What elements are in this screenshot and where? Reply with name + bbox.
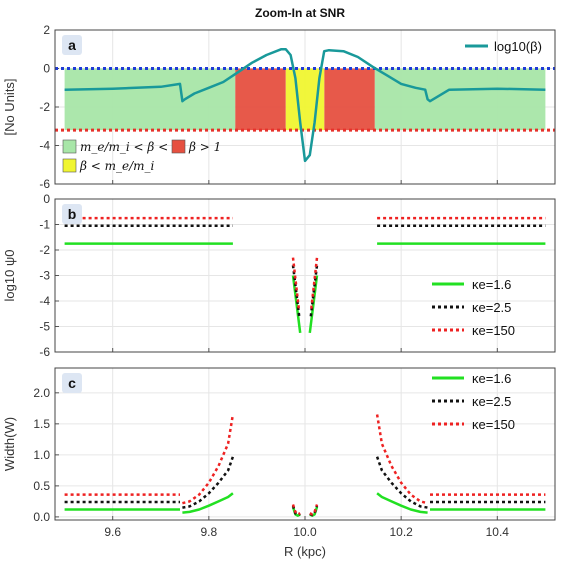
plot-border [54, 198, 556, 353]
legend-label-kappa-1: κe=2.5 [472, 300, 511, 315]
panel-b: -6 -5 -4 -3 -2 -1 0 b log10 ψ0 κe=1.6 κe=2.5 κe=150 [2, 192, 556, 359]
y-tick-label: -2 [39, 100, 50, 114]
series-line-log-beta [64, 48, 546, 163]
region-legend-label-low: β < m_e/m_i [79, 159, 155, 173]
series-line-kappa-1 [375, 456, 428, 509]
y-tick-label: 1.0 [33, 448, 50, 462]
panel-c-y-axis-label: Width(W) [2, 417, 17, 471]
series-line-kappa-2 [291, 257, 301, 309]
y-tick-label: 0.0 [33, 510, 50, 524]
region-band [324, 68, 375, 131]
y-tick-label: -2 [39, 243, 50, 257]
panel-c-letter: c [68, 375, 76, 391]
y-tick-label: 1.5 [33, 417, 50, 431]
x-axis-label: R (kpc) [284, 544, 326, 559]
panel-b-y-axis-label: log10 ψ0 [2, 250, 17, 302]
chart-title: Zoom-In at SNR [255, 6, 345, 20]
series-line-kappa-2 [309, 504, 319, 516]
legend-label-log-beta: log10(β) [494, 39, 542, 54]
legend-label-kappa-0: κe=1.6 [472, 371, 511, 386]
y-tick-label: -1 [39, 218, 50, 232]
panel-letter-badge [62, 204, 82, 224]
series-line-kappa-2 [310, 257, 319, 309]
y-tick-label: -5 [39, 320, 50, 334]
series-line-kappa-2 [182, 414, 235, 505]
region-legend-swatch-low [62, 158, 77, 173]
legend-label-kappa-1: κe=2.5 [472, 394, 511, 409]
x-tick-label: 9.8 [201, 525, 218, 539]
plot-border [54, 367, 556, 521]
series-line-kappa-2 [375, 414, 428, 505]
x-tick-label: 10.2 [389, 525, 413, 539]
series-line-kappa-2 [291, 504, 301, 516]
region-legend-label-intermediate: m_e/m_i < β < 1 [80, 140, 180, 154]
legend-label-kappa-2: κe=150 [472, 323, 515, 338]
panel-b-letter: b [68, 206, 77, 222]
region-legend-swatch-intermediate [62, 139, 77, 154]
y-tick-label: 2.0 [33, 386, 50, 400]
y-tick-label: 2 [43, 23, 50, 37]
region-band [374, 68, 546, 131]
x-tick-label: 9.6 [104, 525, 121, 539]
legend-label-kappa-0: κe=1.6 [472, 277, 511, 292]
region-legend-label-high: β > 1 [188, 140, 221, 154]
region-band [64, 68, 236, 131]
region-band [235, 68, 286, 131]
panel-letter-badge [62, 373, 82, 393]
y-tick-label: -3 [39, 269, 50, 283]
series-line-kappa-1 [182, 456, 235, 509]
y-tick-label: -4 [39, 294, 50, 308]
y-tick-label: -4 [39, 139, 50, 153]
panel-a: -6 -4 -2 0 2 a [No Units] log10(β) m_e/m_i < β <… [2, 23, 556, 191]
y-tick-label: 0.5 [33, 479, 50, 493]
y-tick-label: 0 [43, 62, 50, 76]
x-tick-label: 10.0 [293, 525, 317, 539]
region-legend-swatch-high [171, 139, 186, 154]
panel-letter-badge [62, 35, 82, 55]
panel-a-letter: a [68, 37, 76, 53]
x-tick-label: 10.4 [486, 525, 510, 539]
y-tick-label: -6 [39, 345, 50, 359]
y-tick-label: -6 [39, 177, 50, 191]
legend-label-kappa-2: κe=150 [472, 417, 515, 432]
y-tick-label: 0 [43, 192, 50, 206]
panel-a-y-axis-label: [No Units] [2, 78, 17, 135]
series-line-kappa-0 [182, 492, 234, 514]
plot-border [54, 29, 556, 185]
series-line-kappa-0 [376, 492, 428, 514]
panel-c: 0.0 0.5 1.0 1.5 2.0 9.6 9.8 10.0 10.2 10.4 c Width(… [2, 367, 556, 539]
